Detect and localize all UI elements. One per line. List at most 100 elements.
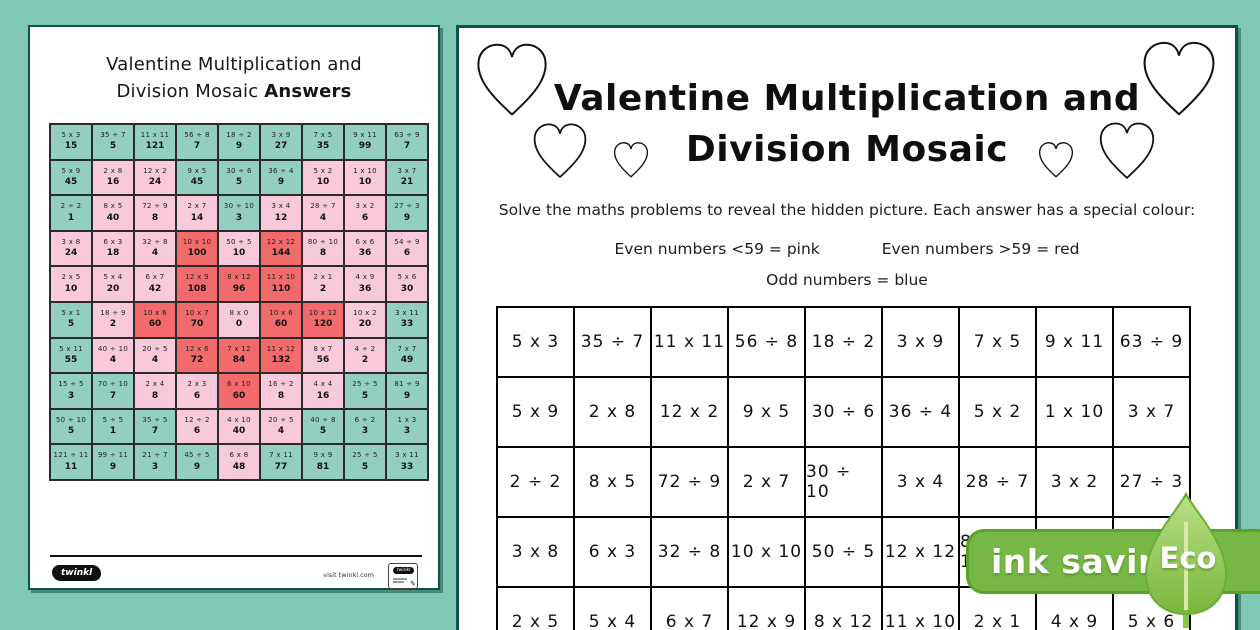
twinkl-seal-logo: twinkl [393,567,415,574]
answer-cell-value: 132 [271,355,291,365]
answer-cell-problem: 7 x 11 [269,451,293,460]
answer-cell-value: 11 [64,461,78,472]
answer-cell: 1 x 10 10 [344,159,386,196]
answer-cell: 7 x 12 84 [218,337,260,374]
eco-label: Eco [1159,541,1217,575]
answer-cell: 5 x 11 55 [50,337,92,374]
answer-cell: 18 ÷ 2 9 [218,124,260,160]
problem-cell: 12 x 12 [882,517,959,587]
answer-cell: 35 ÷ 5 7 [134,408,176,445]
answer-cell-problem: 4 x 4 [313,380,333,389]
answers-page-footer: twinkl visit twinkl.com twinkl ✎ [50,555,422,591]
answer-cell-value: 81 [316,461,330,472]
answer-cell-value: 12 [274,212,288,223]
problem-cell: 3 x 8 [497,517,574,587]
answer-cell-value: 0 [235,319,243,330]
answer-cell-problem: 3 x 11 [395,308,419,317]
problem-cell: 2 x 8 [574,377,651,447]
problem-cell: 2 x 7 [728,447,805,517]
worksheet-title-line1: Valentine Multiplication and [553,78,1141,119]
answer-cell-value: 6 [193,390,201,401]
answer-cell-value: 20 [358,319,372,330]
problem-cell: 35 ÷ 7 [574,307,651,377]
answer-cell-value: 48 [232,461,246,472]
problem-cell: 9 x 11 [1036,307,1113,377]
answer-cell-problem: 56 ÷ 8 [184,131,210,139]
answer-cell-problem: 81 ÷ 9 [394,380,420,389]
answers-title-line2: Division Mosaic [116,81,259,102]
problem-cell: 11 x 11 [651,307,728,377]
problem-cell: 5 x 2 [959,377,1036,447]
answer-cell-problem: 6 x 8 [229,451,249,460]
seal-text-line [393,581,404,583]
answer-cell-problem: 32 ÷ 8 [142,237,168,246]
answer-cell-value: 120 [313,319,333,330]
answer-cell: 4 ÷ 2 2 [344,337,386,374]
answer-cell-problem: 50 ÷ 10 [55,415,87,424]
answer-cell: 36 ÷ 4 9 [260,159,302,196]
answer-cell-problem: 10 x 10 [182,237,212,246]
answer-cell: 3 x 9 27 [260,124,302,160]
problem-cell: 1 x 10 [1036,377,1113,447]
answer-cell-value: 9 [277,177,285,188]
answer-cell: 4 x 4 16 [302,373,344,409]
answer-cell: 3 x 11 33 [386,444,428,480]
answer-cell-value: 121 [145,141,165,152]
answer-cell-problem: 63 ÷ 9 [394,131,420,139]
answer-cell-value: 4 [109,355,117,365]
answer-cell-value: 60 [274,319,288,330]
answer-cell-value: 6 [193,426,201,437]
answer-cell: 5 x 6 30 [386,266,428,302]
pencil-icon: ✎ [410,580,416,588]
answer-cell-problem: 7 x 12 [227,344,251,353]
answer-cell-value: 5 [67,426,75,437]
answer-cell-value: 10 [232,248,246,259]
problem-cell: 27 ÷ 3 [1113,447,1190,517]
answer-cell-problem: 3 x 8 [61,237,81,246]
answer-cell: 54 ÷ 9 6 [386,230,428,267]
answer-cell-value: 3 [403,426,411,437]
answer-cell-value: 7 [193,141,201,152]
answer-cell-value: 49 [400,355,414,365]
answer-cell-value: 5 [361,461,369,472]
answers-page: Valentine Multiplication and Division Mo… [28,25,440,590]
answer-cell-value: 30 [400,283,414,294]
answer-cell-problem: 35 ÷ 5 [142,415,168,424]
visit-twinkl-link[interactable]: visit twinkl.com [323,571,374,579]
answer-cell-problem: 16 ÷ 2 [268,380,294,389]
answer-cell-problem: 11 x 11 [140,131,170,139]
problem-cell: 2 x 5 [497,587,574,630]
answers-title-suffix: Answers [264,81,352,102]
answer-cell-value: 8 [319,248,327,259]
twinkl-quality-seal: twinkl ✎ [388,563,418,589]
problem-cell: 36 ÷ 4 [882,377,959,447]
problem-cell: 5 x 4 [574,587,651,630]
answer-cell-problem: 6 x 6 [355,237,375,246]
answer-cell-problem: 12 x 2 [143,166,167,175]
answer-cell: 7 x 7 49 [386,337,428,374]
answer-cell: 20 ÷ 5 4 [134,337,176,374]
answer-cell-value: 60 [148,319,162,330]
answer-cell-problem: 6 ÷ 2 [354,415,376,424]
answer-cell-value: 144 [271,248,291,259]
answer-cell: 10 x 10 100 [176,230,218,267]
answer-cell-value: 77 [274,461,288,472]
answer-cell-problem: 12 x 6 [185,344,209,353]
answer-cell-problem: 11 x 12 [266,344,296,353]
answer-cell-problem: 15 ÷ 5 [58,380,84,389]
answer-cell-problem: 45 ÷ 5 [184,451,210,460]
answers-page-title: Valentine Multiplication and Division Mo… [30,51,438,105]
problem-cell: 72 ÷ 9 [651,447,728,517]
problem-cell: 5 x 3 [497,307,574,377]
answer-cell: 4 x 9 36 [344,266,386,302]
answer-cell-value: 40 [106,212,120,223]
answer-cell-problem: 21 ÷ 7 [142,451,168,460]
problem-cell: 30 ÷ 6 [805,377,882,447]
